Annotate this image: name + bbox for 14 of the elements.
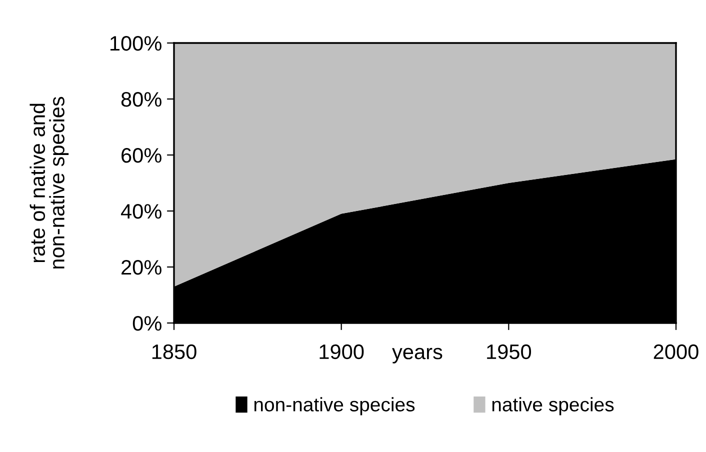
y-tick-label: 40% <box>120 204 162 219</box>
y-tick-label: 60% <box>122 148 162 163</box>
legend-label: non-native species <box>254 397 415 416</box>
x-tick-label: 1850 <box>152 344 196 360</box>
y-tick-label: 100% <box>110 36 162 51</box>
y-tick-label: 0% <box>132 316 162 331</box>
x-tick-label: 1950 <box>487 344 532 360</box>
x-tick-label: 2000 <box>654 344 698 360</box>
x-axis-title: years <box>392 348 442 364</box>
y-axis-title: rate of native and non-native species <box>30 96 69 268</box>
legend-label: native species <box>492 397 614 416</box>
x-tick-label: 1900 <box>320 344 364 360</box>
y-tick-label: 80% <box>121 92 162 107</box>
y-tick-label: 20% <box>122 260 162 275</box>
